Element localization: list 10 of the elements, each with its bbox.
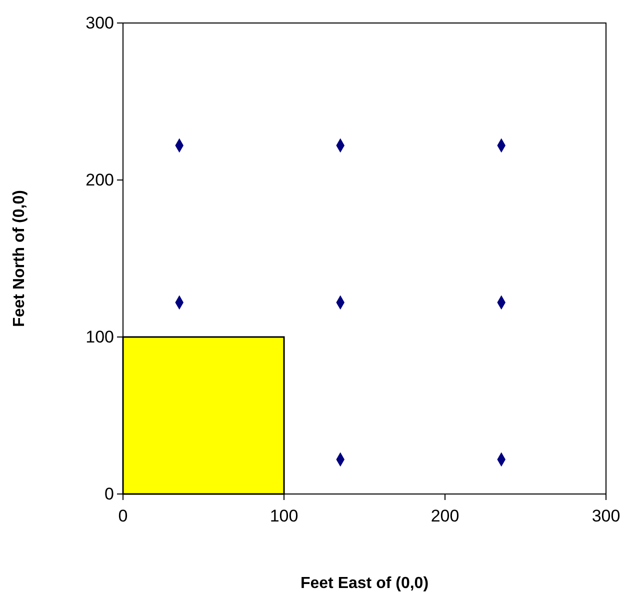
y-tick-label: 200 [86, 170, 114, 190]
y-tick-label: 0 [104, 484, 114, 504]
x-tick-label: 300 [592, 506, 620, 526]
x-tick-label: 0 [118, 506, 128, 526]
y-axis-title: Feet North of (0,0) [11, 190, 28, 327]
y-tick-label: 100 [86, 327, 114, 346]
x-tick-label: 100 [270, 506, 298, 526]
x-tick-label: 200 [430, 506, 460, 526]
y-tick-label: 300 [86, 13, 114, 32]
x-axis-title: Feet East of (0,0) [300, 575, 429, 592]
